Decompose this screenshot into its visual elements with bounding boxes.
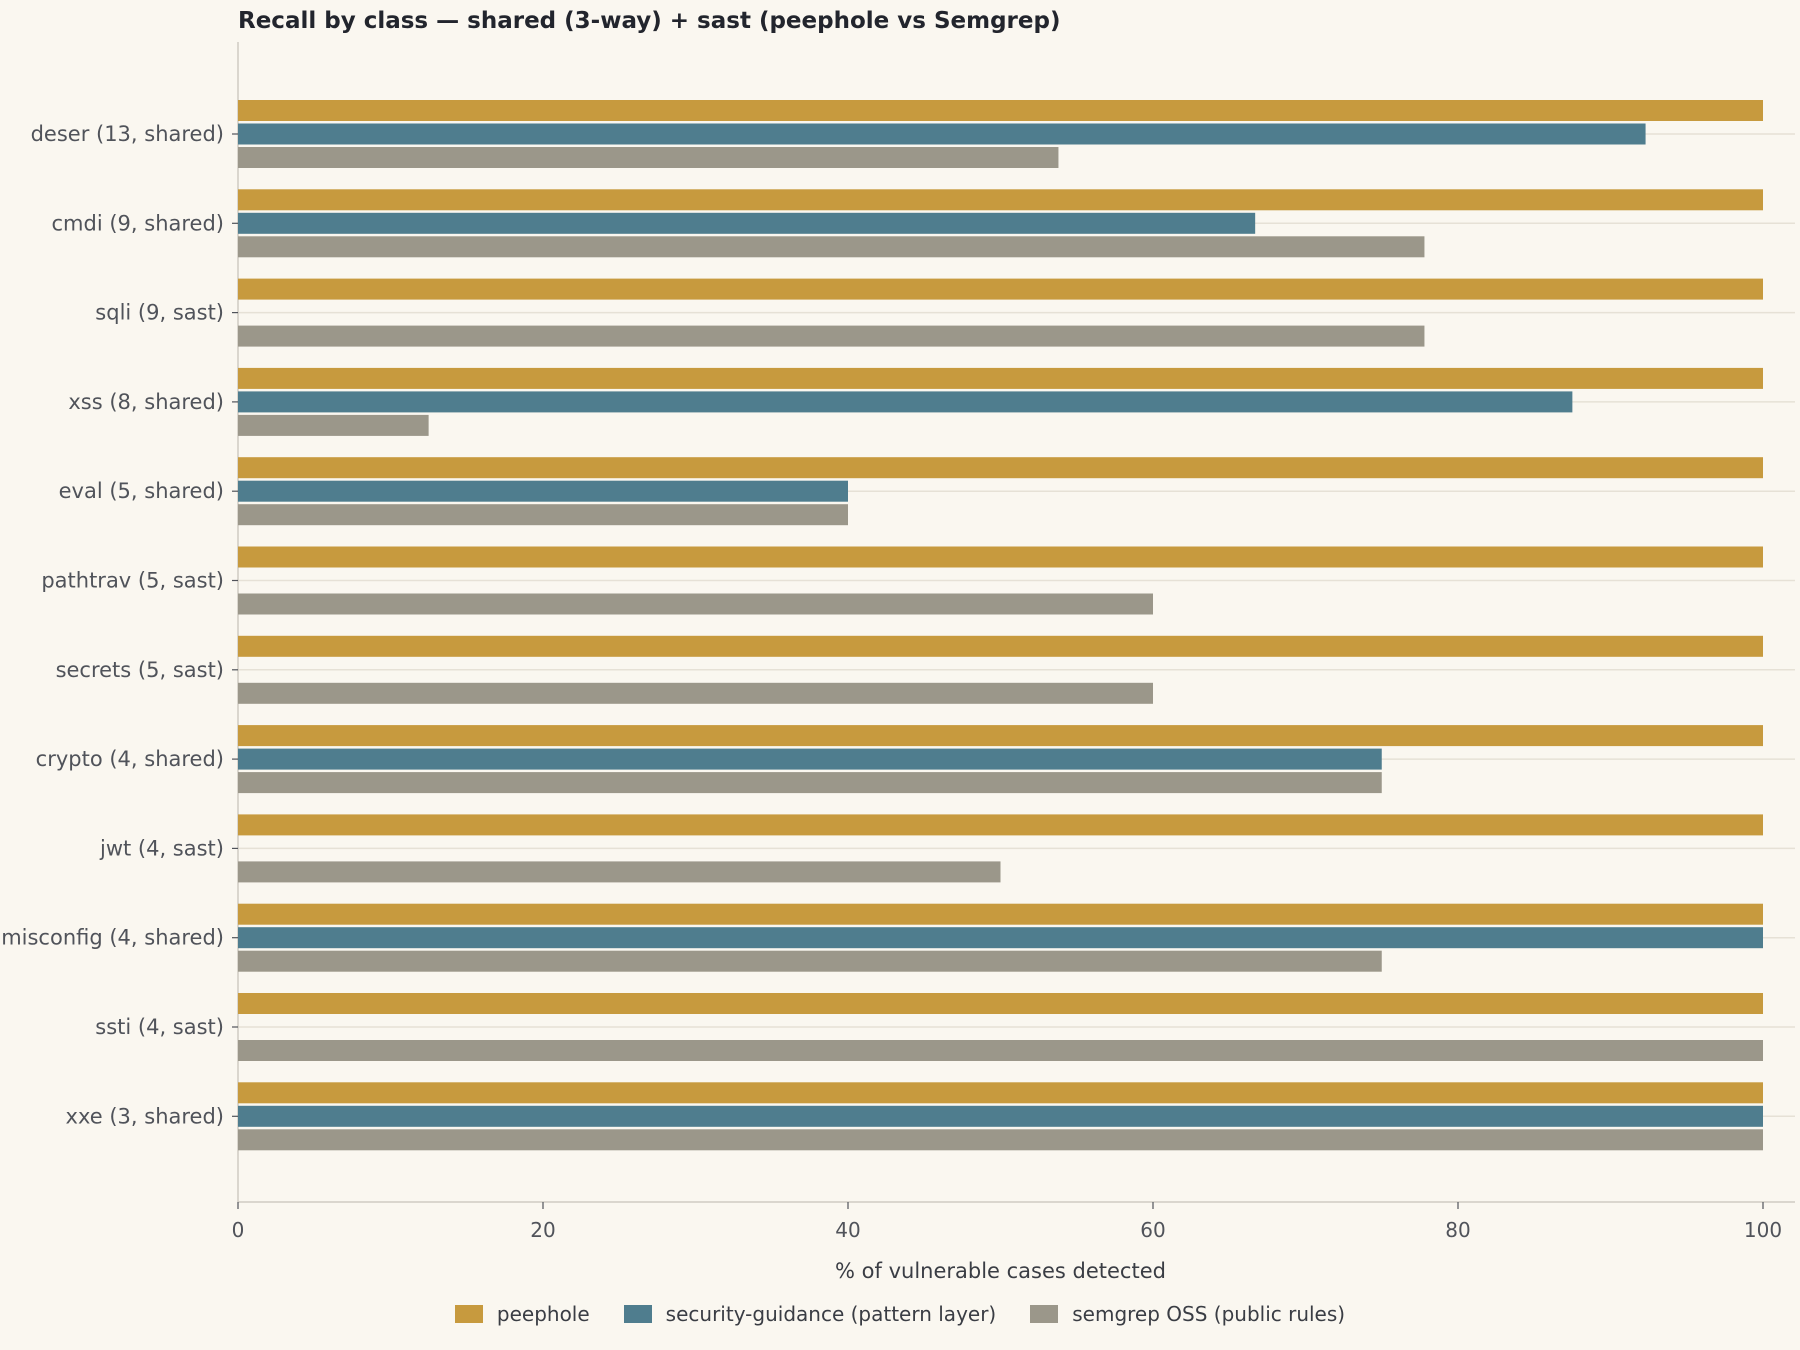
bar xyxy=(238,635,1763,657)
bar xyxy=(238,457,1763,479)
bar xyxy=(238,123,1646,145)
bar xyxy=(238,147,1059,168)
category-label: deser (13, shared) xyxy=(31,122,224,146)
bar xyxy=(238,903,1763,925)
x-tick-label: 40 xyxy=(835,1218,860,1242)
bar xyxy=(238,950,1382,972)
category-label: misconfig (4, shared) xyxy=(1,926,224,950)
category-label: pathtrav (5, sast) xyxy=(41,569,224,593)
bar xyxy=(238,993,1763,1014)
legend-label: peephole xyxy=(496,1302,590,1326)
category-label: secrets (5, sast) xyxy=(56,658,224,682)
bar xyxy=(238,504,848,526)
legend-item: security-guidance (pattern layer) xyxy=(623,1302,997,1326)
bar xyxy=(238,927,1763,949)
category-label: xss (8, shared) xyxy=(68,390,224,414)
x-tick-label: 0 xyxy=(232,1218,245,1242)
legend-swatch xyxy=(623,1305,652,1323)
bar xyxy=(238,1082,1763,1104)
x-tick-label: 20 xyxy=(530,1218,555,1242)
category-label: ssti (4, sast) xyxy=(95,1015,224,1039)
bar xyxy=(238,772,1382,794)
legend-swatch xyxy=(1030,1305,1059,1323)
x-tick-label: 60 xyxy=(1140,1218,1165,1242)
bar xyxy=(238,1040,1763,1061)
bar xyxy=(238,236,1425,258)
legend-item: peephole xyxy=(454,1302,590,1326)
bar xyxy=(238,212,1256,234)
bar xyxy=(238,682,1153,704)
x-axis-label: % of vulnerable cases detected xyxy=(835,1259,1166,1283)
bar xyxy=(238,814,1763,836)
bar xyxy=(238,1129,1763,1151)
bar xyxy=(238,414,429,436)
bar xyxy=(238,861,1001,883)
category-label: jwt (4, sast) xyxy=(99,836,224,860)
bar xyxy=(238,189,1763,211)
x-tick-label: 100 xyxy=(1744,1218,1782,1242)
category-label: crypto (4, shared) xyxy=(36,747,224,771)
x-tick-label: 80 xyxy=(1445,1218,1470,1242)
bar xyxy=(238,1105,1763,1127)
legend-swatch xyxy=(454,1305,483,1323)
category-label: sqli (9, sast) xyxy=(95,301,224,325)
bar xyxy=(238,546,1763,568)
bar xyxy=(238,391,1573,413)
bar xyxy=(238,100,1763,121)
legend-label: semgrep OSS (public rules) xyxy=(1072,1302,1346,1326)
bar xyxy=(238,725,1763,747)
bar xyxy=(238,325,1425,347)
bar xyxy=(238,367,1763,389)
bar xyxy=(238,480,848,502)
legend-label: security-guidance (pattern layer) xyxy=(665,1302,997,1326)
bar xyxy=(238,593,1153,615)
bar xyxy=(238,748,1382,770)
chart-title: Recall by class — shared (3-way) + sast … xyxy=(238,8,1061,34)
category-label: xxe (3, shared) xyxy=(66,1104,224,1128)
category-label: eval (5, shared) xyxy=(59,479,224,503)
category-label: cmdi (9, shared) xyxy=(52,211,224,235)
legend: peephole security-guidance (pattern layer… xyxy=(0,1302,1800,1326)
bar xyxy=(238,278,1763,300)
legend-item: semgrep OSS (public rules) xyxy=(1030,1302,1345,1326)
